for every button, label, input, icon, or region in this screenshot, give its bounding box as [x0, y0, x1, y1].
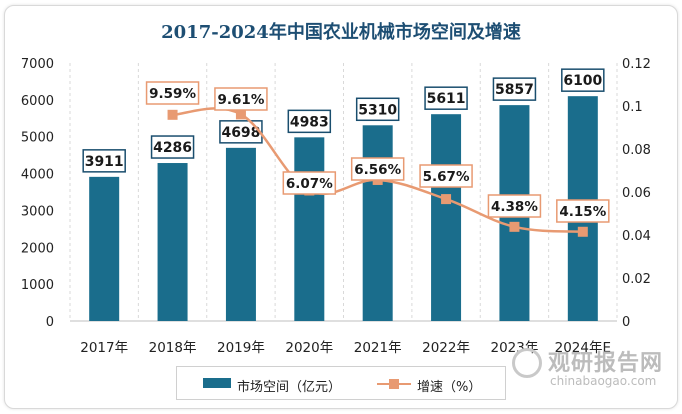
bar-value-label: 5857 [495, 82, 534, 98]
bar [294, 137, 325, 321]
watermark-text-en: chinabaogao.com [550, 374, 657, 388]
bar-value-label: 5611 [427, 91, 466, 107]
bar-value-label: 5310 [358, 102, 397, 118]
growth-value-label: 4.38% [491, 199, 538, 215]
bar-value-label: 6100 [563, 73, 602, 89]
growth-label-box [419, 164, 473, 188]
y-right-tick-label: 0.12 [622, 57, 651, 72]
x-tick-label: 2022年 [422, 340, 470, 356]
y-right-tick-label: 0.1 [622, 100, 643, 115]
growth-label-box [487, 194, 542, 218]
x-tick-label: 2021年 [354, 340, 402, 356]
watermark-logo-icon [512, 348, 542, 378]
legend-line-label: 增速（%） [417, 380, 482, 395]
y-left-tick-label: 0 [46, 315, 54, 330]
chart-title: 2017-2024年中国农业机械市场空间及增速 [161, 22, 521, 43]
bar-label-box [561, 68, 605, 92]
bar-label-box [150, 135, 195, 159]
x-tick-label: 2019年 [217, 340, 265, 356]
legend-bar-label: 市场空间（亿元） [237, 380, 342, 395]
watermark-text-cn: 观研报告网 [548, 351, 664, 376]
growth-marker [235, 109, 246, 120]
growth-marker [441, 194, 452, 205]
bar-label-box [355, 97, 400, 122]
y-left-tick-label: 6000 [21, 94, 54, 109]
growth-value-label: 5.67% [423, 169, 470, 185]
x-tick-label: 2017年 [80, 340, 128, 356]
y-right-tick-label: 0.04 [622, 229, 651, 244]
y-left-tick-label: 3000 [21, 204, 54, 219]
growth-label-box [350, 157, 405, 181]
legend-bar-swatch [203, 378, 231, 388]
y-right-tick-label: 0.06 [622, 186, 651, 201]
growth-label-box [556, 199, 610, 223]
growth-value-label: 6.07% [286, 176, 333, 192]
growth-value-label: 4.15% [559, 204, 606, 220]
x-tick-label: 2020年 [285, 340, 333, 356]
bar-label-box [424, 86, 468, 110]
y-left-tick-label: 1000 [21, 278, 54, 293]
growth-value-label: 9.61% [218, 92, 265, 108]
y-left-tick-label: 7000 [21, 57, 54, 72]
x-tick-label: 2024年E [555, 340, 611, 356]
y-left-tick-label: 5000 [21, 131, 54, 146]
growth-label-box [282, 171, 337, 195]
bar [362, 125, 393, 321]
bar [225, 147, 256, 321]
y-left-tick-label: 2000 [21, 241, 54, 256]
y-right-tick-label: 0 [622, 315, 630, 330]
bar [157, 163, 188, 321]
bar-value-label: 4983 [290, 114, 329, 130]
growth-marker [577, 226, 588, 237]
bar [89, 176, 120, 321]
y-right-tick-label: 0.08 [622, 143, 651, 158]
bar-label-box [82, 149, 126, 173]
y-right-tick-label: 0.02 [622, 272, 651, 287]
growth-value-label: 9.59% [149, 86, 196, 102]
bar-label-box [492, 77, 537, 101]
growth-value-label: 6.56% [354, 162, 401, 178]
bar-label-box [219, 120, 263, 144]
bar-label-box [287, 109, 332, 134]
growth-marker [167, 109, 178, 120]
legend: 市场空间（亿元） 增速（%） [176, 366, 506, 400]
x-tick-label: 2018年 [149, 340, 197, 356]
growth-marker [509, 221, 520, 232]
growth-label-box [214, 87, 268, 111]
bar-value-label: 4698 [221, 125, 260, 141]
legend-line-marker [389, 379, 399, 389]
growth-label-box [145, 81, 200, 105]
y-left-tick-label: 4000 [21, 168, 54, 183]
bar [431, 114, 462, 321]
watermark: 观研报告网 chinabaogao.com [512, 344, 672, 394]
bar-value-label: 3911 [85, 154, 124, 170]
bar-value-label: 4286 [153, 140, 192, 156]
